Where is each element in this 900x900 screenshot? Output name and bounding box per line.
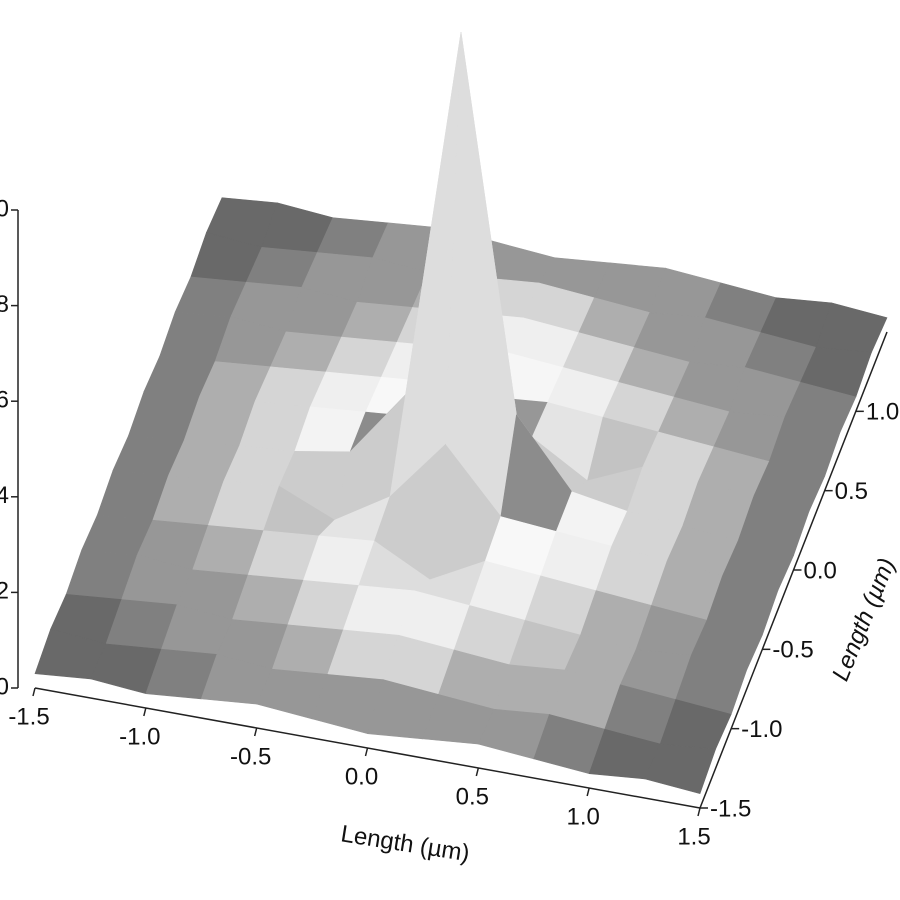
axes: -1.5-1.0-0.50.00.51.01.5-1.5-1.0-0.50.00… [0, 195, 899, 850]
y-tick-label: 0.0 [804, 557, 837, 584]
z-tick-label: 0.0 [0, 673, 9, 700]
x-axis-title: Length (µm) [339, 820, 472, 867]
surface-patch [644, 743, 716, 795]
y-tick-label: 0.5 [835, 478, 868, 505]
surface [34, 31, 888, 795]
x-tick-label: 0.0 [345, 763, 378, 790]
x-tick [364, 747, 369, 757]
x-tick-label: -0.5 [230, 743, 271, 770]
x-tick-label: 0.5 [456, 783, 489, 810]
x-tick [586, 787, 590, 797]
x-tick-label: 1.0 [566, 803, 599, 830]
x-tick [475, 767, 480, 777]
z-tick-label: 0.8 [0, 291, 9, 318]
x-tick-label: 1.5 [677, 823, 710, 850]
x-tick-label: -1.0 [119, 723, 160, 750]
y-tick-label: -1.5 [710, 795, 751, 822]
y-tick-label: 1.0 [866, 399, 899, 426]
x-tick [143, 707, 147, 717]
y-tick-label: -1.0 [741, 716, 782, 743]
x-tick [32, 687, 36, 697]
x-tick-label: -1.5 [8, 703, 49, 730]
x-tick [697, 807, 701, 817]
z-tick-label: 0.2 [0, 578, 9, 605]
z-tick-label: 1.0 [0, 195, 9, 222]
z-tick-label: 0.4 [0, 482, 9, 509]
z-tick-label: 0.6 [0, 387, 9, 414]
x-tick [253, 727, 258, 737]
y-tick-label: -0.5 [772, 637, 813, 664]
y-axis-title: Length (µm) [827, 554, 900, 685]
